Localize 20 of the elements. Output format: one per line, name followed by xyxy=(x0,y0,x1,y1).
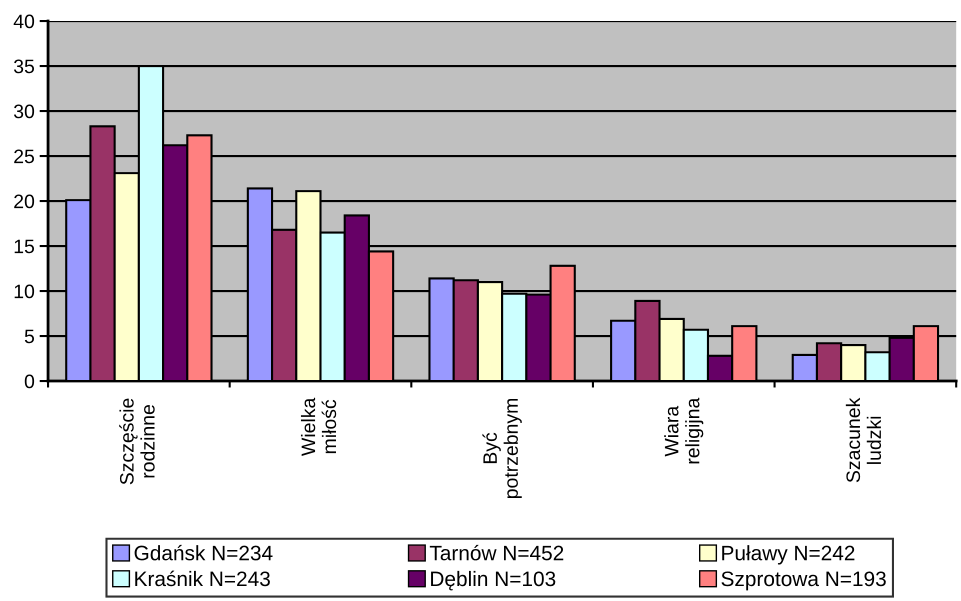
legend-label: Gdańsk N=234 xyxy=(134,544,273,560)
y-tick-label: 0 xyxy=(24,374,34,388)
x-tick-label: Być potrzebnym xyxy=(482,398,522,498)
x-tick-label: Wielka miłość xyxy=(300,398,336,456)
y-tick-label: 5 xyxy=(24,330,34,344)
y-tick-label: 35 xyxy=(14,60,34,74)
legend-label: Szprotowa N=193 xyxy=(721,571,886,590)
y-tick-label: 15 xyxy=(14,240,34,254)
x-tick-label: Szacunek ludzki xyxy=(846,398,882,482)
legend-label: Tarnów N=452 xyxy=(430,544,564,560)
y-tick-label: 10 xyxy=(14,284,34,298)
y-tick-label: 30 xyxy=(14,104,34,118)
legend-label: Puławy N=242 xyxy=(722,545,854,565)
y-tick-label: 20 xyxy=(14,194,34,208)
x-tick-label: Wiara religijna xyxy=(664,398,704,464)
y-tick-label: 25 xyxy=(14,150,34,164)
x-tick-label: Szczęście rodzinne xyxy=(119,398,155,484)
legend-label: Kraśnik N=243 xyxy=(135,570,270,586)
y-tick-label: 40 xyxy=(14,14,34,28)
legend-label: Dęblin N=103 xyxy=(431,570,556,590)
